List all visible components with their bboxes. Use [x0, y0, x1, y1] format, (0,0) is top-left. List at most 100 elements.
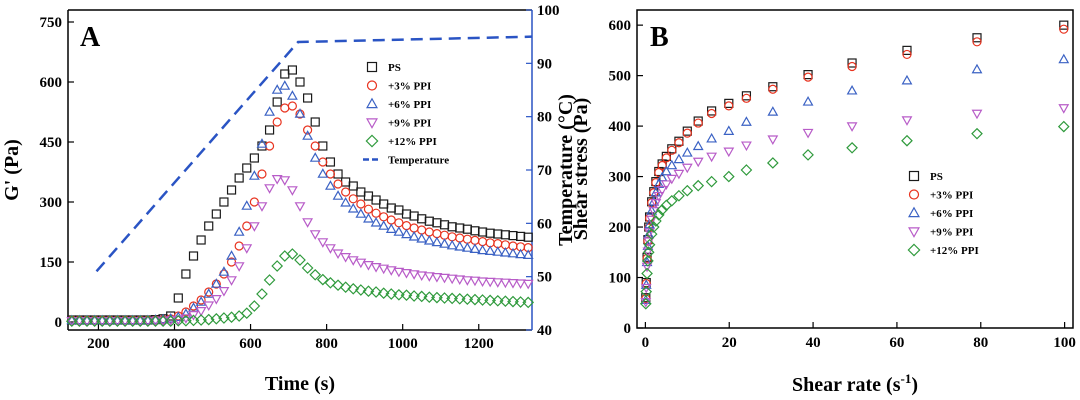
a-point: [348, 194, 358, 204]
a-point: [242, 163, 252, 173]
a-point: [203, 288, 215, 298]
a-point: [280, 103, 290, 113]
b-point: [682, 128, 692, 138]
a-point: [318, 157, 328, 167]
b-point: [673, 169, 685, 180]
b-series-4: [639, 120, 1070, 310]
a-y2tick-label: 40: [537, 323, 552, 339]
a-point: [385, 266, 397, 276]
a-point: [242, 221, 252, 231]
a-point: [301, 262, 314, 274]
a-point: [477, 277, 488, 288]
a-point: [470, 226, 480, 236]
a-point: [363, 204, 374, 214]
b-xtick-label: 100: [1053, 335, 1076, 351]
a-y2tick-label: 50: [537, 270, 552, 286]
b-point: [971, 109, 983, 120]
b-point: [653, 191, 665, 202]
a-point: [157, 315, 169, 328]
a-point: [248, 170, 260, 180]
a-legend-label: +6% PPI: [388, 99, 431, 111]
a-point: [356, 199, 366, 209]
a-point: [379, 199, 389, 209]
a-point: [355, 258, 367, 269]
b-point: [648, 195, 660, 206]
a-ytick-label: 750: [40, 15, 63, 31]
a-point: [400, 289, 413, 302]
a-point: [272, 97, 282, 107]
a-point: [514, 296, 527, 308]
panel-a: 200 400 600 800 1000 1200 0 150 300 450 600 750 40 50…: [1, 3, 577, 395]
a-point: [393, 267, 405, 278]
b-legend-label: +3% PPI: [930, 190, 973, 202]
a-point: [409, 223, 419, 233]
b-point: [740, 141, 752, 152]
a-point: [432, 229, 442, 239]
a-point: [348, 181, 358, 191]
a-point: [431, 291, 443, 304]
b-point: [902, 45, 912, 55]
b-xtick-label: 20: [722, 335, 737, 351]
a-point: [324, 276, 337, 289]
a-point: [279, 176, 291, 186]
a-point: [447, 222, 457, 232]
a-point: [508, 231, 518, 241]
a-point: [385, 223, 397, 233]
a-point: [424, 227, 434, 237]
a-point: [188, 251, 199, 261]
a-point: [241, 200, 253, 210]
a-point: [195, 296, 207, 306]
a-point: [507, 279, 519, 289]
a-point: [294, 108, 306, 118]
a-point: [280, 69, 290, 79]
a-point: [355, 208, 367, 218]
b-point: [666, 159, 678, 170]
b-point: [642, 246, 655, 259]
a-point: [347, 256, 359, 266]
a-point: [461, 242, 473, 252]
a-point: [469, 293, 481, 306]
a-point: [332, 190, 344, 200]
a-point: [341, 177, 351, 187]
b-point: [768, 82, 778, 92]
a-point: [309, 268, 322, 281]
a-point: [295, 77, 305, 87]
a-point: [249, 153, 259, 163]
a-point: [303, 125, 313, 135]
a-point: [150, 314, 161, 324]
a-xtick-label: 600: [239, 336, 262, 352]
a-point: [324, 180, 336, 190]
b-point: [802, 96, 814, 106]
b-point: [639, 297, 652, 310]
b-point: [650, 199, 662, 209]
b-point: [802, 128, 814, 139]
a-point: [408, 230, 420, 241]
a-point: [271, 260, 284, 272]
b-point: [846, 141, 858, 154]
a-series-4: [65, 248, 535, 328]
a-point: [264, 106, 276, 116]
b-point: [645, 228, 658, 240]
a-x-axis-title: Time (s): [265, 373, 335, 395]
b-point: [661, 153, 671, 163]
b-point: [1058, 104, 1070, 114]
b-point: [724, 98, 734, 108]
a-point: [439, 238, 450, 248]
a-point: [142, 314, 154, 325]
a-point: [484, 277, 496, 288]
a-point: [226, 276, 237, 286]
a-ytick-label: 150: [40, 255, 63, 271]
a-point: [294, 254, 306, 266]
a-point: [417, 225, 427, 235]
a-point: [347, 202, 359, 213]
b-point: [648, 207, 660, 217]
b-point: [656, 204, 669, 216]
a-point: [485, 228, 495, 238]
b-point: [847, 61, 857, 72]
b-point: [723, 125, 735, 135]
a-point: [415, 290, 428, 303]
b-point: [902, 49, 912, 60]
a-point: [173, 293, 183, 303]
a-point: [272, 117, 282, 127]
b-legend-label: +6% PPI: [930, 208, 973, 220]
